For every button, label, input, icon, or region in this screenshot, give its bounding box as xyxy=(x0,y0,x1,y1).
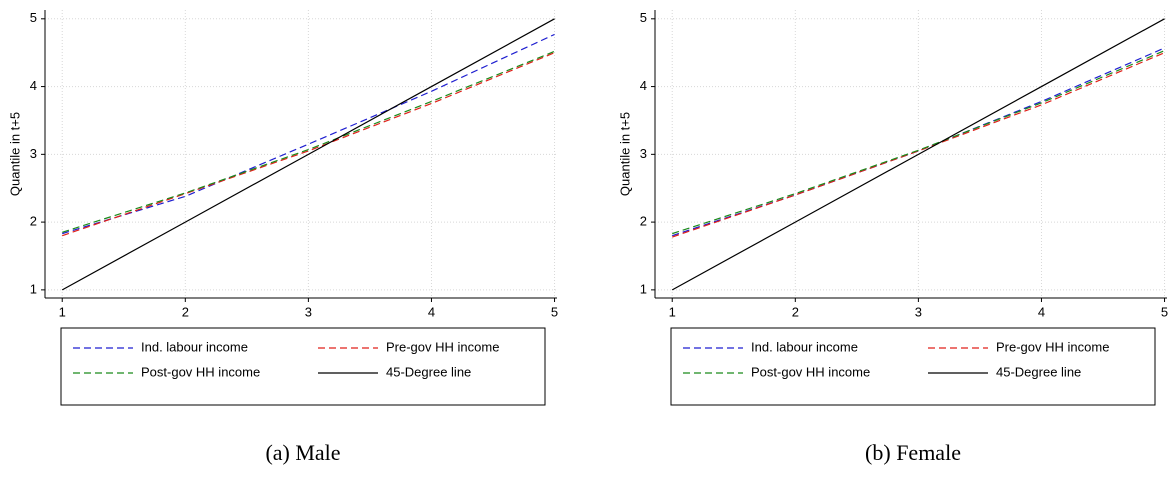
series-line xyxy=(672,50,1165,235)
y-tick-label: 5 xyxy=(30,10,37,25)
x-tick-label: 2 xyxy=(182,304,189,319)
series-line xyxy=(62,33,555,235)
legend-label: Pre-gov HH income xyxy=(996,339,1109,354)
legend: Ind. labour income Pre-gov HH income Post-… xyxy=(670,327,1156,406)
x-tick-label: 1 xyxy=(669,304,676,319)
x-tick-label: 3 xyxy=(915,304,922,319)
x-tick-label: 1 xyxy=(59,304,66,319)
x-tick-label: 4 xyxy=(1038,304,1045,319)
x-tick-label: 2 xyxy=(792,304,799,319)
y-tick-label: 1 xyxy=(30,281,37,296)
y-tick-label: 4 xyxy=(640,78,647,93)
series-line xyxy=(62,50,555,233)
caption: (b) Female xyxy=(865,440,961,465)
y-axis-label: Quantile in t+5 xyxy=(7,112,22,196)
legend-label: Ind. labour income xyxy=(751,339,858,354)
legend-label: Pre-gov HH income xyxy=(386,339,499,354)
legend-label: Ind. labour income xyxy=(141,339,248,354)
series-line xyxy=(61,18,555,291)
series-line xyxy=(671,18,1165,291)
y-tick-label: 1 xyxy=(640,281,647,296)
legend-label: Post-gov HH income xyxy=(141,364,260,379)
x-tick-label: 5 xyxy=(1161,304,1168,319)
legend-label: Post-gov HH income xyxy=(751,364,870,379)
legend-box xyxy=(670,327,1156,406)
x-tick-label: 3 xyxy=(305,304,312,319)
y-tick-label: 4 xyxy=(30,78,37,93)
caption: (a) Male xyxy=(265,440,340,465)
x-tick-label: 4 xyxy=(428,304,435,319)
legend-label: 45-Degree line xyxy=(996,364,1081,379)
x-tick-label: 5 xyxy=(551,304,558,319)
legend: Ind. labour income Pre-gov HH income Post-… xyxy=(60,327,546,406)
y-axis-label: Quantile in t+5 xyxy=(617,112,632,196)
legend-label: 45-Degree line xyxy=(386,364,471,379)
y-tick-label: 3 xyxy=(30,146,37,161)
legend-box xyxy=(60,327,546,406)
y-tick-label: 2 xyxy=(640,214,647,229)
y-tick-label: 3 xyxy=(640,146,647,161)
y-tick-label: 2 xyxy=(30,214,37,229)
y-tick-label: 5 xyxy=(640,10,647,25)
